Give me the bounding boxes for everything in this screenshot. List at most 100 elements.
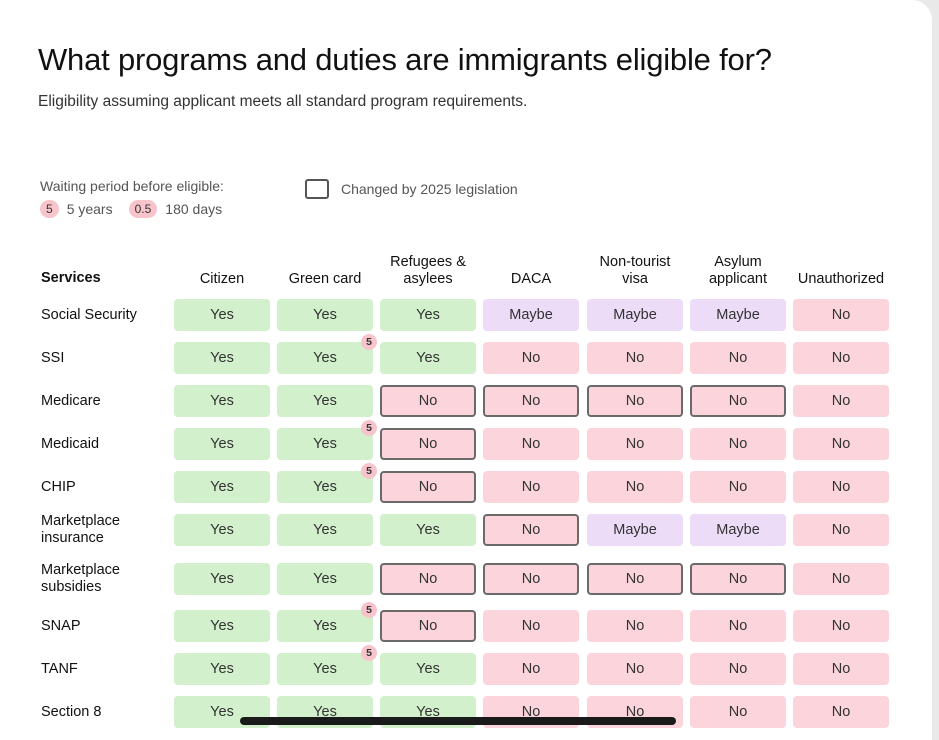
cell-ssi-unauthorized: No <box>793 342 889 374</box>
cell-medicare-unauthorized: No <box>793 385 889 417</box>
cell-value: Yes <box>210 571 234 587</box>
cell-value: No <box>728 571 748 587</box>
cell-value: No <box>521 522 541 538</box>
cell-value: No <box>521 436 541 452</box>
cell-value: No <box>625 618 645 634</box>
row-label-ssi: SSI <box>41 349 65 366</box>
column-header-asylum-applicant: Asylum applicant <box>708 254 768 287</box>
cell-value: Yes <box>313 350 337 366</box>
row-label-social-security: Social Security <box>41 306 137 323</box>
row-label-section-8: Section 8 <box>41 703 102 720</box>
cell-value: No <box>831 661 851 677</box>
cell-value: No <box>831 618 851 634</box>
cell-value: Maybe <box>613 307 657 323</box>
cell-value: Yes <box>210 350 234 366</box>
cell-snap-non-tourist-visa: No <box>587 610 683 642</box>
cell-value: Yes <box>313 479 337 495</box>
cell-value: No <box>521 704 541 720</box>
row-label-tanf: TANF <box>41 660 78 677</box>
legend-badge-0-5: 0.5 <box>128 200 158 218</box>
cell-tanf-daca: No <box>483 653 579 685</box>
cell-medicaid-non-tourist-visa: No <box>587 428 683 460</box>
cell-value: Yes <box>313 436 337 452</box>
changed-legend-label: Changed by 2025 legislation <box>341 181 518 197</box>
cell-marketplace-subsidies-unauthorized: No <box>793 563 889 595</box>
row-label-chip: CHIP <box>41 478 76 495</box>
waiting-period-label: Waiting period before eligible: <box>40 178 224 194</box>
cell-value: Yes <box>416 661 440 677</box>
cell-tanf-non-tourist-visa: No <box>587 653 683 685</box>
cell-marketplace-subsidies-asylum-applicant: No <box>690 563 786 595</box>
column-header-non-tourist-visa: Non-tourist visa <box>599 254 671 287</box>
cell-chip-refugees-asylees: No <box>380 471 476 503</box>
row-label-marketplace-insurance: Marketplace insurance <box>41 513 120 546</box>
cell-chip-asylum-applicant: No <box>690 471 786 503</box>
cell-snap-refugees-asylees: No <box>380 610 476 642</box>
cell-ssi-green-card: Yes 5 <box>277 334 377 374</box>
cell-ssi-non-tourist-visa: No <box>587 342 683 374</box>
cell-value: No <box>831 704 851 720</box>
page-title: What programs and duties are immigrants … <box>38 42 772 77</box>
cell-value: No <box>831 350 851 366</box>
waiting-period-legend: Waiting period before eligible: 5 5 year… <box>40 178 238 218</box>
cell-value: Yes <box>210 307 234 323</box>
cell-value: Yes <box>210 436 234 452</box>
cell-value: No <box>831 307 851 323</box>
cell-value: No <box>831 436 851 452</box>
cell-value: No <box>521 661 541 677</box>
column-header-daca: DACA <box>510 271 552 287</box>
cell-marketplace-insurance-refugees-asylees: Yes <box>380 514 476 546</box>
cell-value: No <box>831 571 851 587</box>
row-label-marketplace-subsidies: Marketplace subsidies <box>41 562 120 595</box>
cell-marketplace-insurance-non-tourist-visa: Maybe <box>587 514 683 546</box>
cell-tanf-unauthorized: No <box>793 653 889 685</box>
cell-social-security-refugees-asylees: Yes <box>380 299 476 331</box>
cell-marketplace-insurance-citizen: Yes <box>174 514 270 546</box>
row-label-medicare: Medicare <box>41 392 101 409</box>
column-header-green-card: Green card <box>288 271 362 287</box>
cell-medicare-non-tourist-visa: No <box>587 385 683 417</box>
cell-ssi-asylum-applicant: No <box>690 342 786 374</box>
cell-section-8-unauthorized: No <box>793 696 889 728</box>
cell-snap-asylum-applicant: No <box>690 610 786 642</box>
cell-snap-daca: No <box>483 610 579 642</box>
cell-chip-non-tourist-visa: No <box>587 471 683 503</box>
cell-ssi-citizen: Yes <box>174 342 270 374</box>
cell-value: No <box>625 479 645 495</box>
cell-chip-unauthorized: No <box>793 471 889 503</box>
cell-medicare-green-card: Yes <box>277 385 373 417</box>
row-label-medicaid: Medicaid <box>41 435 100 452</box>
cell-value: Yes <box>210 618 234 634</box>
cell-value: No <box>521 479 541 495</box>
cell-medicare-refugees-asylees: No <box>380 385 476 417</box>
cell-medicaid-refugees-asylees: No <box>380 428 476 460</box>
cell-chip-daca: No <box>483 471 579 503</box>
cell-value: No <box>418 393 438 409</box>
cell-value: Yes <box>313 571 337 587</box>
cell-marketplace-insurance-asylum-applicant: Maybe <box>690 514 786 546</box>
cell-tanf-citizen: Yes <box>174 653 270 685</box>
cell-value: Yes <box>313 522 337 538</box>
cell-snap-citizen: Yes <box>174 610 270 642</box>
cell-value: No <box>831 522 851 538</box>
cell-marketplace-subsidies-daca: No <box>483 563 579 595</box>
cell-value: No <box>728 393 748 409</box>
cell-value: Yes <box>313 307 337 323</box>
cell-value: No <box>625 350 645 366</box>
cell-value: Maybe <box>509 307 553 323</box>
cell-value: No <box>521 350 541 366</box>
cell-value: No <box>625 436 645 452</box>
cell-tanf-green-card: Yes 5 <box>277 645 377 685</box>
cell-value: Yes <box>313 618 337 634</box>
cell-value: No <box>418 436 438 452</box>
cell-value: No <box>418 479 438 495</box>
services-header: Services <box>41 270 101 286</box>
cell-snap-green-card: Yes 5 <box>277 602 377 642</box>
cell-tanf-asylum-applicant: No <box>690 653 786 685</box>
cell-marketplace-insurance-unauthorized: No <box>793 514 889 546</box>
cell-value: No <box>625 393 645 409</box>
cell-value: Yes <box>416 704 440 720</box>
cell-value: Yes <box>416 307 440 323</box>
cell-value: Yes <box>210 522 234 538</box>
